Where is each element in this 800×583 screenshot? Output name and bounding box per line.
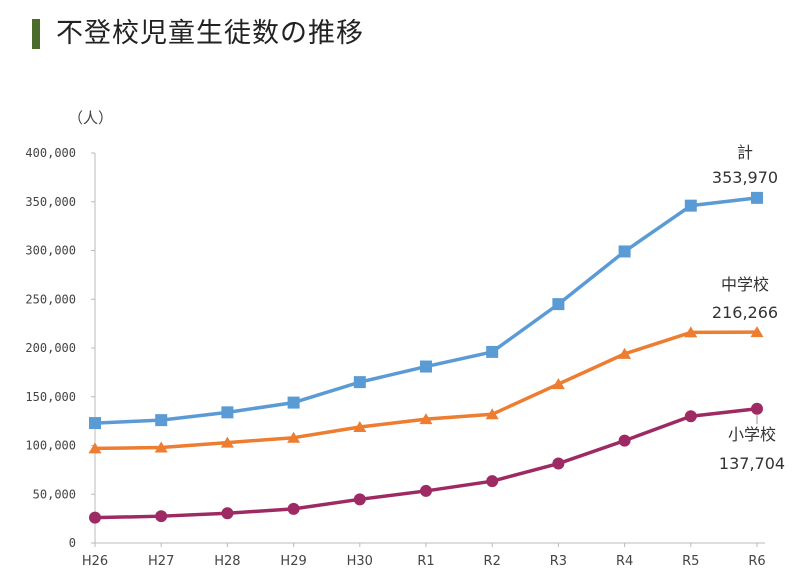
y-tick-label: 250,000 <box>25 292 76 306</box>
x-tick-label: H30 <box>347 554 373 569</box>
data-point-triangle <box>88 442 102 454</box>
series-3 <box>89 402 763 524</box>
data-point-triangle <box>287 431 301 443</box>
series-1 <box>89 191 763 430</box>
data-point-circle <box>684 410 697 423</box>
data-point-square <box>552 298 565 311</box>
x-tick-label: H26 <box>82 554 108 569</box>
series-name-label: 小学校 <box>728 425 776 444</box>
x-tick-label: R2 <box>484 554 501 569</box>
series-name-label: 計 <box>737 143 753 162</box>
data-point-square <box>155 414 168 427</box>
data-point-square <box>89 417 101 430</box>
data-point-circle <box>221 507 234 520</box>
y-axis-unit-label: （人） <box>68 109 113 127</box>
data-point-circle <box>420 484 432 497</box>
x-tick-label: H27 <box>148 554 174 569</box>
y-tick-label: 150,000 <box>25 390 76 404</box>
chart-title: 不登校児童生徒数の推移 <box>56 18 364 49</box>
data-point-square <box>353 376 366 389</box>
data-point-triangle <box>154 441 168 453</box>
title-accent-bar <box>32 19 40 49</box>
data-point-square <box>486 345 499 358</box>
series-end-value-label: 137,704 <box>719 454 785 473</box>
x-tick-label: H28 <box>214 554 240 569</box>
series-layer <box>88 191 764 524</box>
series-end-value-label: 216,266 <box>712 303 778 322</box>
series-line <box>94 330 758 451</box>
data-point-triangle <box>618 347 632 359</box>
data-point-square <box>420 360 432 373</box>
series-line <box>94 406 758 520</box>
data-point-circle <box>751 402 763 415</box>
data-point-triangle <box>750 326 764 338</box>
axes: （人） 0 50,000 100,000 150,000 200,000 250,000 30… <box>25 109 765 569</box>
annotations: 計 353,970 中学校 216,266 小学校 137,704 <box>712 143 785 473</box>
y-tick-label: 400,000 <box>25 146 76 160</box>
data-point-square <box>221 406 234 419</box>
data-point-circle <box>486 475 499 488</box>
data-point-square <box>751 191 763 204</box>
y-tick-label: 100,000 <box>25 439 76 453</box>
series-name-label: 中学校 <box>721 275 769 294</box>
data-point-triangle <box>220 436 234 448</box>
series-line <box>94 196 758 425</box>
data-point-triangle <box>485 408 499 420</box>
data-point-circle <box>89 511 101 524</box>
x-tick-label: H29 <box>280 554 306 569</box>
data-point-circle <box>353 493 366 506</box>
data-point-triangle <box>551 378 565 390</box>
data-point-circle <box>287 502 300 515</box>
data-point-square <box>618 245 631 258</box>
data-point-circle <box>155 510 168 523</box>
x-tick-label: R1 <box>417 554 434 569</box>
y-tick-label: 300,000 <box>25 244 76 258</box>
data-point-circle <box>618 434 631 447</box>
y-tick-label: 50,000 <box>33 487 76 501</box>
data-point-triangle <box>353 420 367 432</box>
y-tick-label: 350,000 <box>25 195 76 209</box>
series-2 <box>88 326 764 454</box>
x-tick-label: R3 <box>550 554 567 569</box>
x-tick-label: R5 <box>682 554 699 569</box>
series-end-value-label: 353,970 <box>712 168 778 187</box>
data-point-triangle <box>684 326 698 338</box>
x-tick-label: R6 <box>748 554 765 569</box>
data-point-square <box>684 199 697 212</box>
y-tick-label: 200,000 <box>25 341 76 355</box>
data-point-square <box>287 396 300 409</box>
data-point-triangle <box>419 413 433 425</box>
x-tick-label: R4 <box>616 554 633 569</box>
y-tick-label: 0 <box>69 536 76 550</box>
data-point-circle <box>552 457 565 470</box>
